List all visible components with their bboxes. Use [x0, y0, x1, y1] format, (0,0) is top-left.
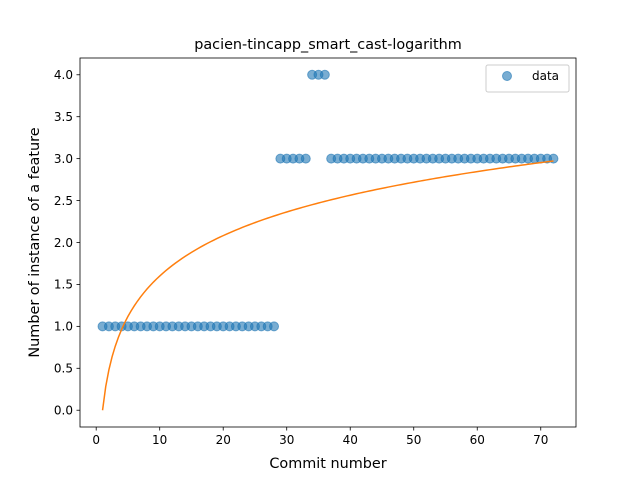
- x-tick-label: 70: [533, 433, 548, 447]
- chart-title: pacien-tincapp_smart_cast-logarithm: [194, 37, 462, 53]
- y-axis: 0.0 0.5 1.0 1.5 2.0 2.5 3.0 3.5 4.0: [54, 68, 80, 418]
- x-tick-label: 60: [470, 433, 485, 447]
- y-tick-label: 4.0: [54, 68, 73, 82]
- x-tick-label: 50: [406, 433, 421, 447]
- data-point: [269, 321, 280, 332]
- axes-frame: [79, 57, 577, 428]
- x-axis-label: Commit number: [269, 456, 386, 472]
- fit-line: [101, 160, 554, 411]
- y-tick-label: 0.5: [54, 362, 73, 376]
- legend-marker-data: [502, 71, 512, 81]
- plot-area: [97, 69, 559, 411]
- y-tick-label: 2.0: [54, 236, 73, 250]
- y-tick-label: 0.0: [54, 404, 73, 418]
- x-tick-label: 20: [216, 433, 231, 447]
- y-tick-label: 3.5: [54, 110, 73, 124]
- x-tick-label: 30: [279, 433, 294, 447]
- x-tick-label: 10: [152, 433, 167, 447]
- data-point: [319, 69, 330, 80]
- y-tick-label: 1.0: [54, 320, 73, 334]
- legend-label-data: data: [532, 69, 559, 83]
- data-point: [300, 153, 311, 164]
- x-tick-label: 40: [343, 433, 358, 447]
- x-tick-label: 0: [92, 433, 100, 447]
- y-tick-label: 2.5: [54, 194, 73, 208]
- y-axis-label: Number of instance of a feature: [27, 127, 43, 357]
- legend: data: [485, 64, 570, 93]
- x-axis: 0 10 20 30 40 50 60 70: [92, 427, 548, 447]
- y-tick-label: 1.5: [54, 278, 73, 292]
- y-tick-label: 3.0: [54, 152, 73, 166]
